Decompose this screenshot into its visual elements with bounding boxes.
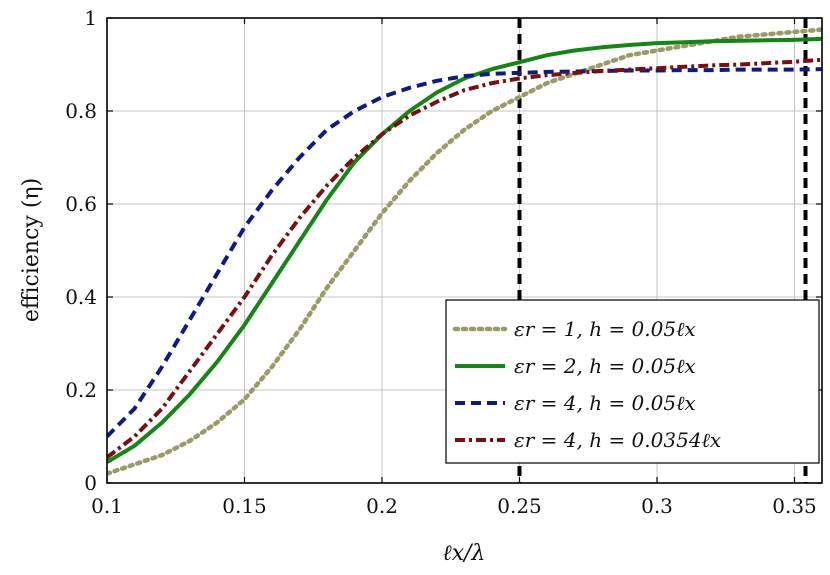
series-line-3 [107,57,822,459]
series-line-1 [107,36,822,464]
y-tick-label-3: 0.6 [65,192,97,216]
x-tick-label-0: 0.1 [91,494,123,518]
y-axis-label: efficiency (η) [19,178,44,322]
x-tick-label-3: 0.25 [497,494,542,518]
y-tick-label-4: 0.8 [65,99,97,123]
legend: εr = 1, h = 0.05ℓx εr = 2, h = 0.05ℓx εr =… [445,299,820,464]
y-tick-label-2: 0.4 [65,285,97,309]
plot-frame [106,17,823,484]
y-tick-label-1: 0.2 [65,378,97,402]
legend-label-1: εr = 2, h = 0.05ℓx [514,354,696,378]
x-tick-label-5: 0.35 [772,494,817,518]
y-tick-label-0: 0 [84,471,97,495]
x-tick-label-1: 0.15 [222,494,267,518]
x-axis-label: ℓx/λ [443,541,486,566]
x-tick-label-2: 0.2 [366,494,398,518]
x-tick-label-4: 0.3 [641,494,673,518]
legend-label-0: εr = 1, h = 0.05ℓx [514,317,696,341]
axis-ticks: 0.1 0.15 0.2 0.25 0.3 0.35 0 0.2 0.4 0.6 0.8 1 [65,6,822,518]
legend-label-3: εr = 4, h = 0.0354ℓx [514,428,721,452]
y-tick-label-5: 1 [84,6,97,30]
legend-label-2: εr = 4, h = 0.05ℓx [514,391,696,415]
series-line-2 [107,67,822,438]
series-lines [107,27,822,476]
legend-box [445,299,820,464]
